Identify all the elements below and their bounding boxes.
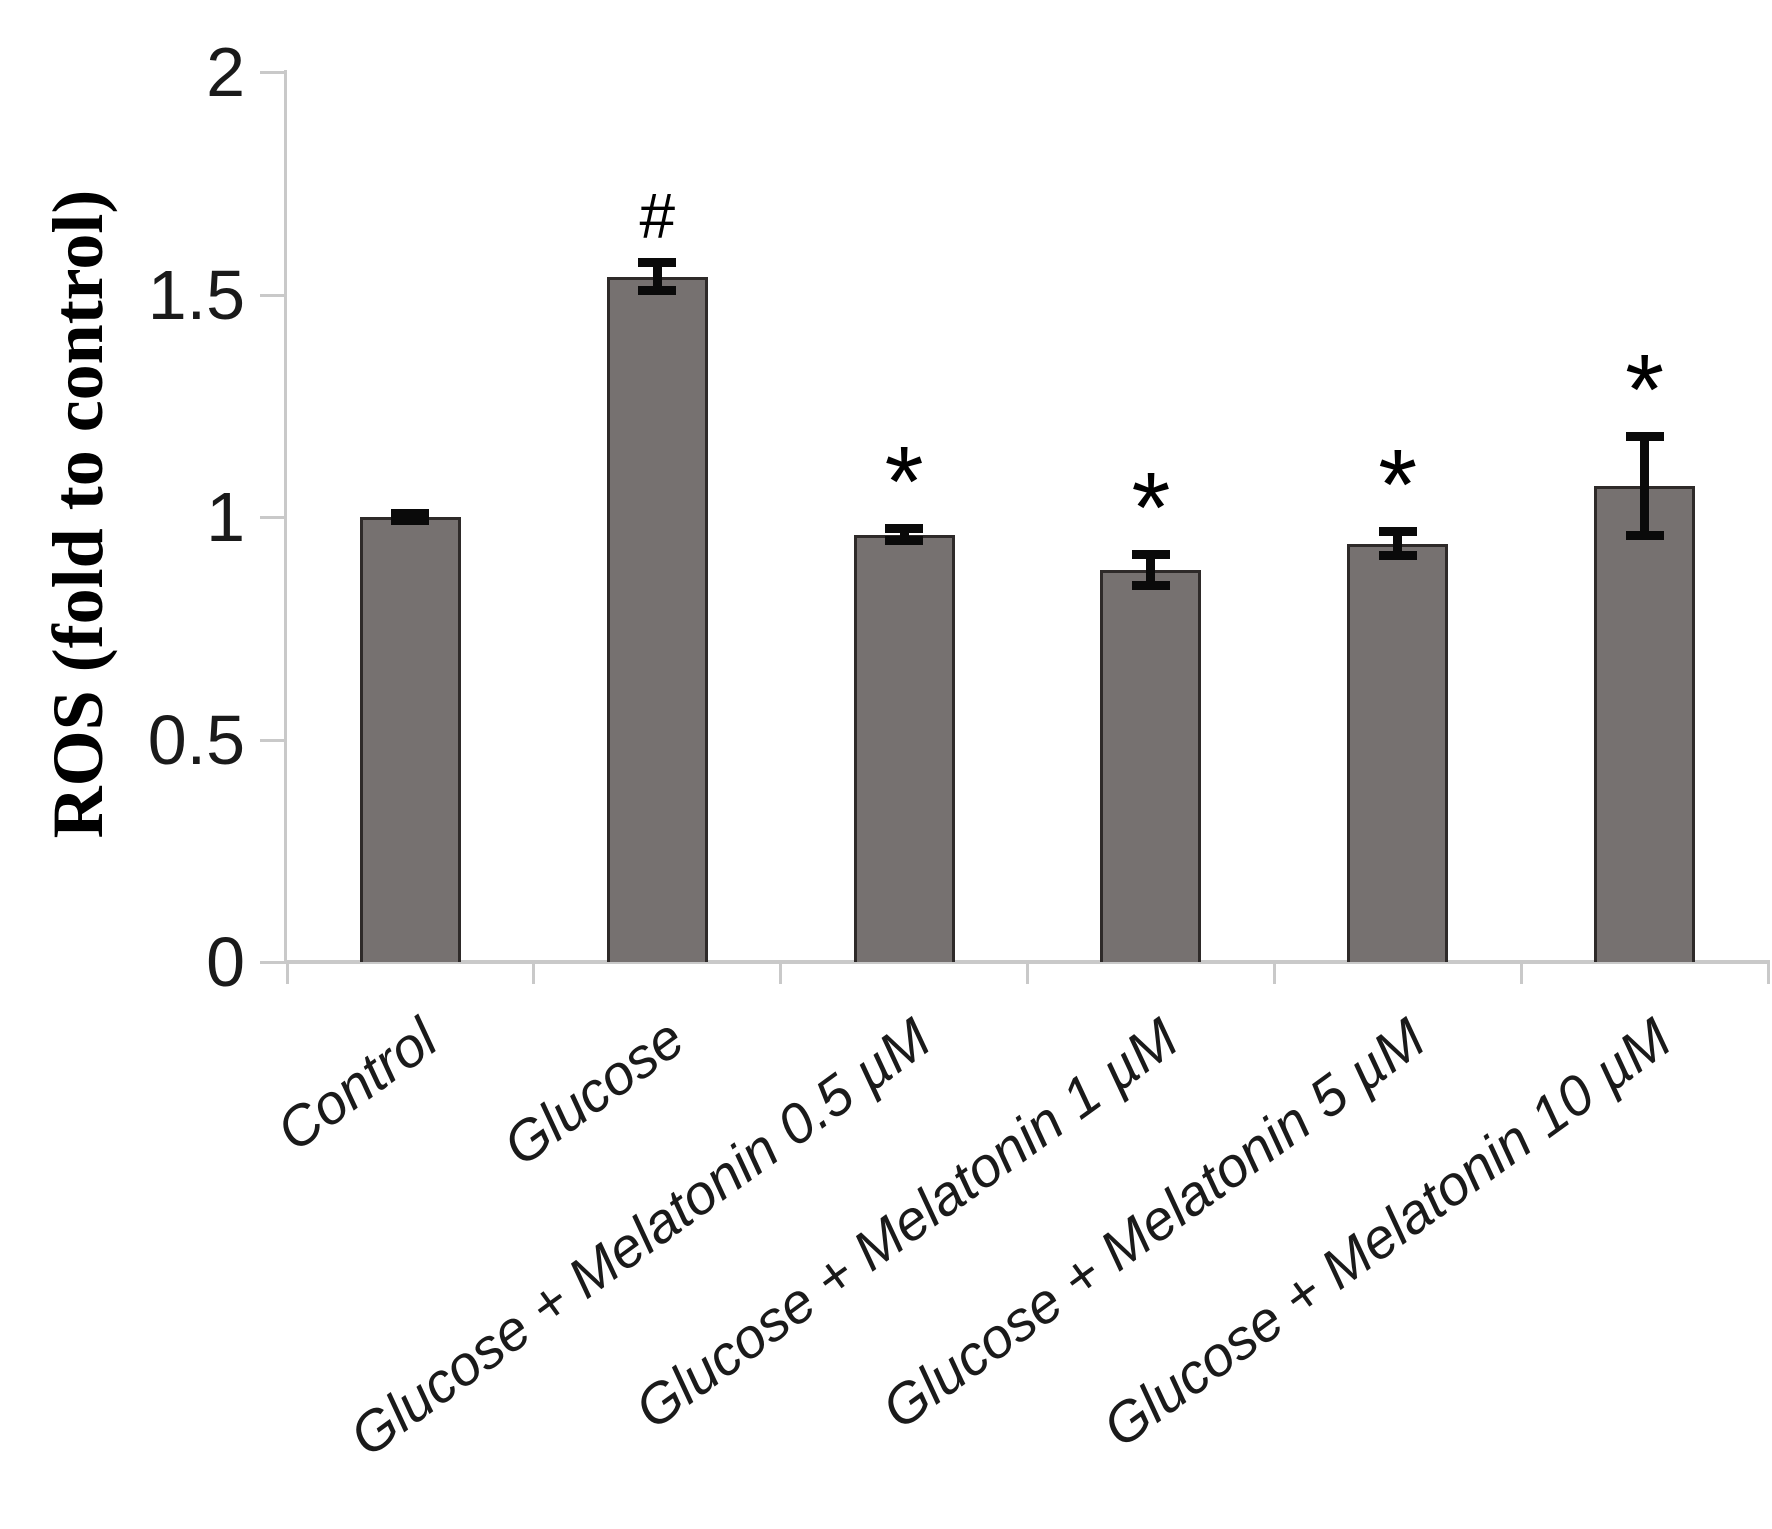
y-tick-label: 1 <box>206 478 245 556</box>
error-bar-cap-bottom <box>885 536 924 546</box>
y-tick-mark <box>260 293 287 297</box>
x-tick-label: Control <box>264 1005 449 1163</box>
significance-marker: * <box>1378 429 1418 542</box>
y-tick-label: 2 <box>206 33 245 111</box>
y-tick-mark <box>260 738 287 742</box>
error-bar-cap-top <box>1378 527 1417 537</box>
y-tick-label: 1.5 <box>147 255 245 334</box>
significance-marker: * <box>1625 333 1665 446</box>
significance-marker: * <box>884 426 924 539</box>
bar <box>1594 485 1696 962</box>
bar <box>853 534 955 962</box>
error-bar-stem <box>1393 531 1403 557</box>
error-bar-cap-top <box>1131 550 1170 560</box>
significance-marker: # <box>639 180 676 252</box>
error-bar-cap-bottom <box>391 516 430 526</box>
y-tick-label: 0 <box>206 923 245 1001</box>
error-bar-cap-top <box>638 258 677 267</box>
error-bar-cap-bottom <box>1625 531 1664 541</box>
bar <box>606 276 708 962</box>
x-tick-mark <box>1272 960 1276 984</box>
x-tick-mark <box>285 960 289 984</box>
error-bar-cap-bottom <box>1378 551 1417 561</box>
y-tick-mark <box>260 961 287 964</box>
y-tick-label: 0.5 <box>147 700 245 779</box>
error-bar-stem <box>899 528 909 542</box>
error-bar-stem <box>1146 554 1156 587</box>
error-bar-cap-top <box>391 508 430 518</box>
error-bar-cap-top <box>1625 431 1664 441</box>
error-bar-cap-bottom <box>638 286 677 296</box>
error-bar-stem <box>1640 435 1650 537</box>
bar <box>359 517 461 962</box>
x-tick-mark <box>779 960 783 984</box>
error-bar-cap-top <box>885 524 924 534</box>
x-tick-mark <box>532 960 536 984</box>
bar <box>1347 543 1449 962</box>
x-tick-mark <box>1026 960 1029 984</box>
x-tick-label: Glucose <box>491 1005 695 1178</box>
bar <box>1100 570 1202 962</box>
x-tick-mark <box>1766 960 1770 984</box>
x-tick-mark <box>1519 960 1523 984</box>
error-bar-cap-bottom <box>1131 581 1170 591</box>
y-tick-mark <box>260 71 287 74</box>
error-bar-stem <box>652 262 662 292</box>
y-tick-mark <box>260 516 287 519</box>
significance-marker: * <box>1131 452 1171 565</box>
